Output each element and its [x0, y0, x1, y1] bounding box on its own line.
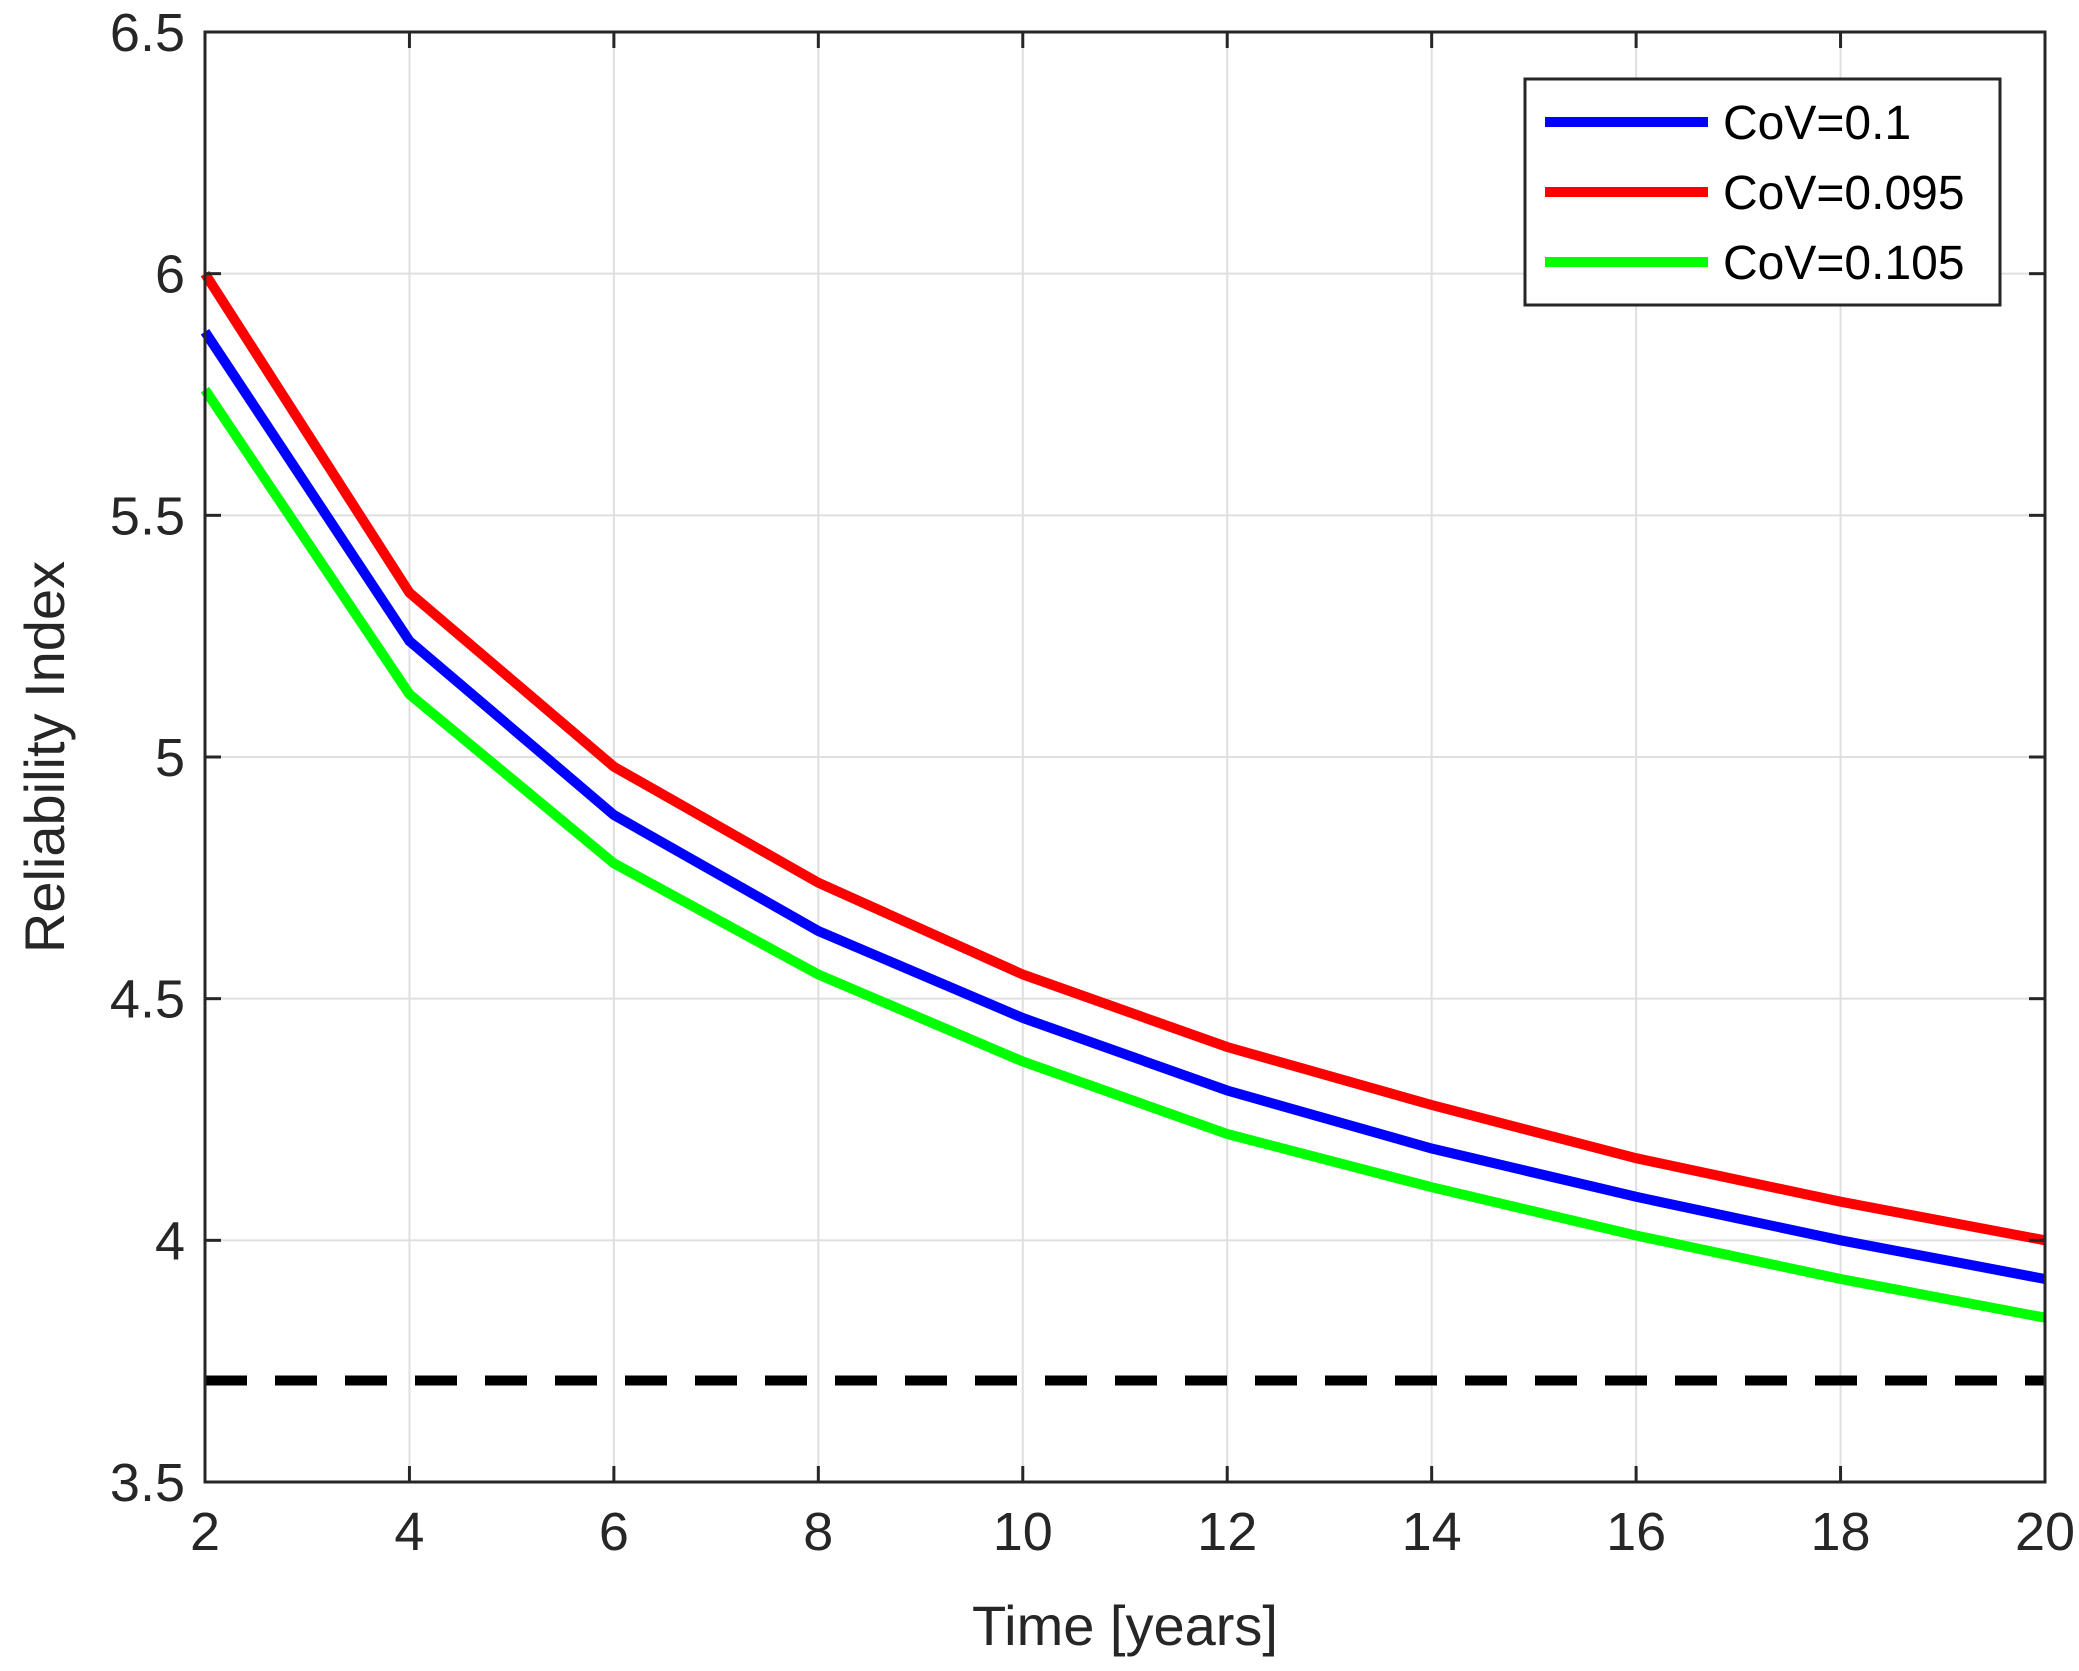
x-tick-label: 12	[1197, 1502, 1257, 1562]
x-tick-label: 6	[599, 1502, 629, 1562]
x-tick-label: 20	[2015, 1502, 2075, 1562]
y-tick-label: 4	[155, 1211, 185, 1271]
legend-label-0: CoV=0.1	[1723, 97, 1911, 150]
x-axis-label: Time [years]	[972, 1594, 1278, 1657]
x-tick-label: 10	[993, 1502, 1053, 1562]
legend-label-2: CoV=0.105	[1723, 237, 1965, 290]
x-tick-label: 14	[1402, 1502, 1462, 1562]
series-line-0	[200, 328, 2046, 1284]
y-tick-label: 6	[155, 245, 185, 305]
legend: CoV=0.1 CoV=0.095 CoV=0.105	[1523, 77, 2002, 307]
y-tick-label: 4.5	[110, 970, 185, 1030]
x-tick-label: 16	[1606, 1502, 1666, 1562]
y-tick-label: 3.5	[110, 1453, 185, 1513]
x-tick-label: 8	[803, 1502, 833, 1562]
ticks: 2 4 6 8 10 12 14 16 18 20 3.5 4 4.5 5 5.5 6 6.5	[110, 3, 2075, 1562]
y-tick-label: 5.5	[110, 486, 185, 546]
legend-label-1: CoV=0.095	[1723, 167, 1965, 220]
series-line-1	[200, 271, 2046, 1246]
series-layer	[200, 271, 2046, 1323]
y-tick-label: 6.5	[110, 3, 185, 63]
x-tick-label: 4	[394, 1502, 424, 1562]
y-axis-label: Reliability Index	[13, 561, 76, 953]
x-tick-label: 2	[190, 1502, 220, 1562]
series-line-2	[200, 386, 2046, 1323]
x-tick-label: 18	[1811, 1502, 1871, 1562]
y-tick-label: 5	[155, 728, 185, 788]
